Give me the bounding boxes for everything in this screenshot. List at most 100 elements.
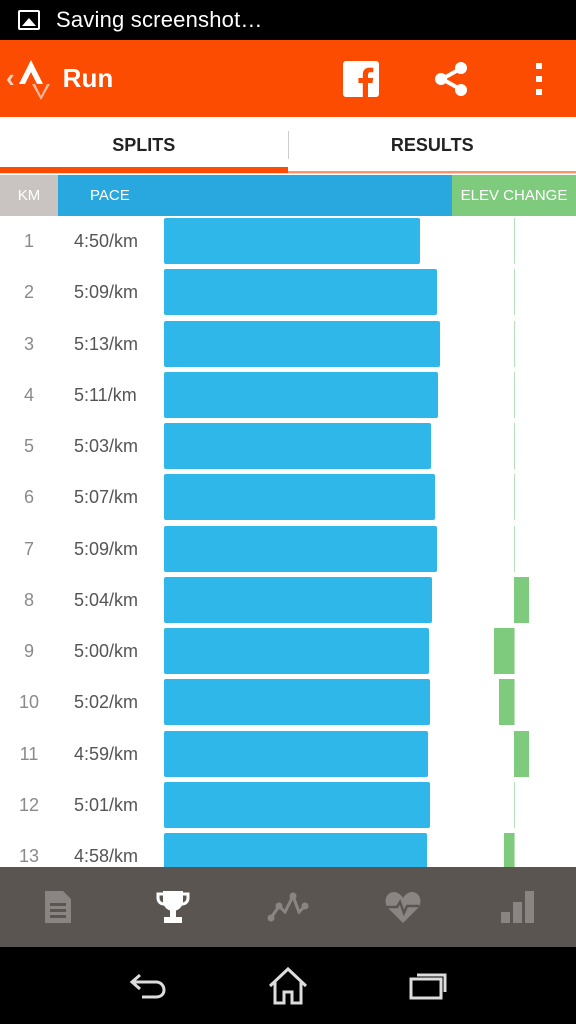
facebook-icon: [343, 60, 379, 97]
split-km: 5: [23, 436, 34, 456]
splits-list[interactable]: 1 4:50/km 2 5:09/km 3 5:13/km 4 5:11/km 5 5:03/km…: [0, 216, 576, 867]
split-pace: 5:02/km: [74, 692, 139, 713]
split-km: 6: [23, 487, 34, 508]
elev-change-column-header: ELEV CHANGE: [452, 175, 576, 216]
split-row[interactable]: 1 4:50/km: [0, 216, 576, 267]
pace-bar: [164, 525, 437, 572]
split-row[interactable]: 2 5:09/km: [0, 267, 576, 318]
split-km: 3: [23, 333, 34, 354]
elev-baseline: [514, 628, 515, 674]
split-row[interactable]: 11 4:59/km: [0, 729, 576, 780]
split-row[interactable]: 5 5:03/km: [0, 421, 576, 472]
split-km: 8: [23, 589, 34, 610]
elev-baseline: [514, 781, 515, 828]
split-pace: 4:50/km: [74, 231, 139, 251]
elev-change-bar: [514, 730, 529, 777]
nav-heart-rate[interactable]: [363, 872, 443, 942]
elev-change-bar: [504, 833, 514, 867]
pace-bar: [164, 218, 420, 264]
document-icon: [44, 891, 71, 923]
split-km: 7: [23, 538, 34, 559]
split-pace: 5:09/km: [74, 282, 139, 303]
split-pace: 5:01/km: [74, 794, 139, 815]
facebook-share-button[interactable]: [332, 50, 390, 108]
split-pace: 5:13/km: [74, 333, 139, 354]
pace-bar: [164, 371, 439, 418]
tab-bar: SPLITS RESULTS: [0, 117, 576, 174]
pace-bar: [164, 730, 428, 777]
nav-analysis[interactable]: [248, 872, 328, 942]
split-km: 13: [18, 846, 40, 866]
elev-change-bar: [494, 628, 514, 674]
split-row[interactable]: 13 4:58/km: [0, 831, 576, 867]
elev-baseline: [514, 320, 515, 367]
bottom-navigation: [0, 867, 576, 947]
tab-label: SPLITS: [112, 134, 176, 155]
nav-stats[interactable]: [478, 872, 558, 942]
split-row[interactable]: 3 5:13/km: [0, 319, 576, 370]
split-pace: 4:59/km: [74, 743, 139, 764]
tab-underline: [288, 171, 576, 173]
bar-chart-icon: [501, 891, 535, 923]
share-button[interactable]: [422, 50, 480, 108]
pace-bar: [164, 269, 437, 316]
split-pace: 4:58/km: [74, 846, 139, 866]
pace-column-header: PACE: [58, 175, 452, 216]
tab-splits[interactable]: SPLITS: [0, 117, 288, 173]
split-row[interactable]: 4 5:11/km: [0, 370, 576, 421]
split-pace: 5:04/km: [74, 589, 139, 610]
split-row[interactable]: 12 5:01/km: [0, 780, 576, 831]
activity-graph-icon: [267, 892, 309, 922]
split-row[interactable]: 10 5:02/km: [0, 677, 576, 728]
back-chevron-icon[interactable]: ‹: [6, 63, 15, 93]
split-km: 4: [23, 384, 34, 405]
system-home-button[interactable]: [263, 961, 313, 1011]
split-row[interactable]: 8 5:04/km: [0, 575, 576, 626]
more-vert-icon: [536, 62, 542, 95]
splits-table-header: KM PACE ELEV CHANGE: [0, 175, 576, 216]
nav-achievements[interactable]: [133, 872, 213, 942]
elev-baseline: [514, 371, 515, 418]
pace-bar: [164, 474, 435, 521]
system-recents-button[interactable]: [403, 961, 453, 1011]
pace-bar: [164, 423, 432, 469]
nav-overview[interactable]: [18, 872, 98, 942]
status-bar: Saving screenshot…: [0, 0, 576, 40]
split-pace: 5:11/km: [74, 384, 137, 405]
split-km: 11: [19, 743, 39, 764]
tab-label: RESULTS: [390, 134, 474, 155]
split-row[interactable]: 9 5:00/km: [0, 626, 576, 677]
split-row[interactable]: 7 5:09/km: [0, 524, 576, 575]
home-icon: [268, 966, 308, 1004]
tab-divider: [287, 131, 289, 159]
elev-baseline: [514, 269, 515, 316]
screenshot-notification-icon: [18, 10, 40, 30]
app-bar: ‹ Run: [0, 40, 576, 117]
overflow-menu-button[interactable]: [510, 50, 568, 108]
recents-icon: [409, 973, 447, 999]
system-navigation-bar: [0, 947, 576, 1024]
tab-results[interactable]: RESULTS: [289, 117, 576, 173]
page-title: Run: [62, 63, 114, 93]
elev-baseline: [514, 525, 515, 572]
split-km: 10: [18, 692, 40, 713]
elev-baseline: [514, 423, 515, 469]
elev-baseline: [514, 218, 515, 264]
split-pace: 5:00/km: [74, 641, 139, 661]
elev-change-bar: [514, 576, 529, 623]
split-pace: 5:07/km: [74, 487, 139, 508]
pace-bar: [164, 833, 427, 867]
elev-change-bar: [499, 679, 514, 726]
share-icon: [435, 61, 467, 96]
km-column-header: KM: [0, 175, 58, 216]
system-back-button[interactable]: [123, 961, 173, 1011]
pace-bar: [164, 320, 440, 367]
split-row[interactable]: 6 5:07/km: [0, 472, 576, 523]
notification-text: Saving screenshot…: [56, 7, 263, 32]
elev-baseline: [514, 474, 515, 521]
strava-logo-icon[interactable]: [15, 56, 53, 102]
pace-bar: [164, 781, 430, 828]
pace-bar: [164, 576, 433, 623]
back-icon: [129, 973, 166, 998]
split-pace: 5:03/km: [74, 436, 139, 456]
